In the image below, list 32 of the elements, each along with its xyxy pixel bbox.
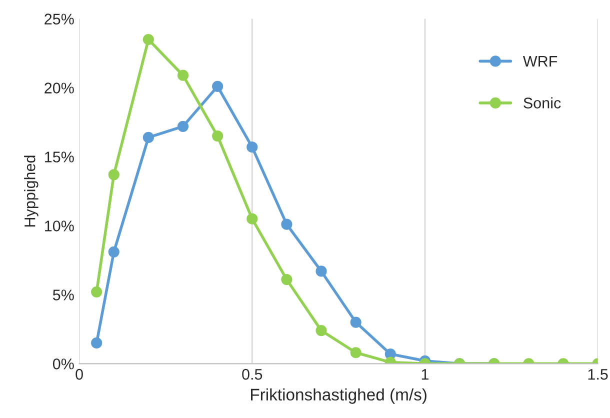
x-tick-label: 0.5 (242, 368, 262, 380)
point (177, 70, 189, 81)
y-tick-label: 5% (52, 290, 74, 300)
point (142, 132, 154, 143)
x-axis-title: Friktionshastighed (m/s) (251, 388, 426, 404)
point (142, 34, 154, 46)
point (281, 218, 292, 230)
y-axis-title: Hyppighed (24, 156, 38, 227)
point (212, 80, 224, 92)
point (246, 142, 258, 153)
point (108, 246, 120, 258)
y-tick-label: 25% (44, 14, 74, 24)
y-tick-label: 15% (45, 152, 74, 162)
point (108, 169, 120, 180)
x-tick-label: 0 (76, 368, 83, 380)
point (246, 213, 258, 224)
y-tick-label: 20% (44, 82, 74, 94)
point (316, 325, 327, 336)
point (350, 347, 362, 358)
point (350, 316, 362, 328)
point (316, 266, 327, 277)
point (91, 337, 102, 349)
x-tick-label: 1.5 (588, 369, 608, 380)
point (212, 130, 224, 142)
point (91, 286, 102, 298)
legend-label: WRF (522, 56, 558, 67)
y-tick-label: 0% (52, 358, 74, 370)
y-tick-label: 10% (45, 220, 74, 232)
x-tick-label: 1 (422, 369, 428, 380)
point (177, 120, 189, 132)
legend-label: Sonic (524, 97, 561, 108)
point (281, 274, 292, 286)
